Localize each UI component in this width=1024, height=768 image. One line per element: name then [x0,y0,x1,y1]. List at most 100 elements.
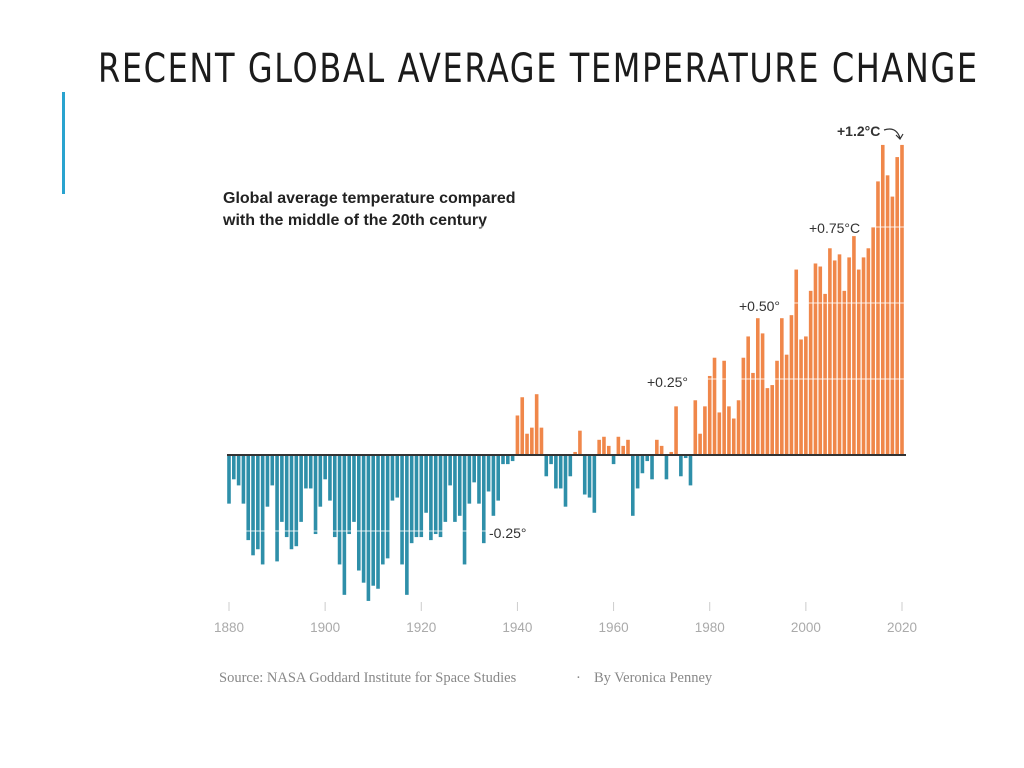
bar-1992 [765,388,770,455]
bar-1904 [342,455,347,595]
byline: By Veronica Penney [594,670,713,686]
bar-2013 [866,248,871,455]
bar-1972 [669,451,674,455]
bar-1939 [510,455,515,462]
bar-1963 [626,439,630,455]
bar-1889 [270,455,275,486]
chart-title-line-2: with the middle of the 20th century [222,212,487,229]
bar-1921 [424,455,428,513]
bar-1912 [381,455,385,565]
bar-1966 [640,455,645,474]
bar-1928 [457,455,462,516]
bar-1955 [587,455,592,498]
bar-2001 [808,290,813,455]
bar-1941 [520,397,525,455]
bar-1937 [501,455,505,465]
bar-1996 [784,354,789,455]
bar-1990 [755,318,760,455]
bar-1962 [621,445,625,455]
source-note: Source: NASA Goddard Institute for Space… [219,670,517,686]
bar-1961 [616,436,621,455]
bar-1959 [606,445,611,455]
bar-2019 [895,157,899,455]
bar-1984 [727,406,731,455]
bar-2010 [852,236,856,455]
bar-1948 [554,455,558,489]
bar-2006 [832,260,837,455]
slide-title: RECENT GLOBAL AVERAGE TEMPERATURE CHANGE [98,46,979,92]
bar-1947 [549,455,553,465]
bar-1985 [731,418,736,455]
bar-1917 [405,455,409,595]
bar-1897 [308,455,313,489]
bar-2000 [804,336,808,455]
bar-1958 [602,436,606,455]
bar-1932 [477,455,481,504]
bar-1991 [760,333,765,455]
bar-1913 [385,455,390,559]
bar-1888 [265,455,270,507]
bar-1968 [650,455,654,480]
bar-1894 [294,455,299,547]
bar-2009 [847,257,851,455]
bar-2004 [823,293,827,455]
annotation-plus-025: +0.25° [647,374,688,390]
bar-1896 [304,455,308,489]
bar-1915 [395,455,400,498]
bar-1919 [414,455,419,538]
bar-1971 [664,455,669,480]
bar-1979 [703,406,707,455]
x-tick-label-2020: 2020 [887,620,917,635]
bar-2003 [818,266,823,455]
bar-1886 [256,455,260,550]
bar-1974 [679,455,683,477]
bar-1883 [241,455,246,504]
bar-1909 [366,455,371,601]
bar-2018 [890,196,895,455]
bar-1983 [722,360,726,455]
bar-1891 [280,455,284,522]
bar-1943 [530,427,534,455]
bar-2016 [880,144,885,456]
x-tick-label-1880: 1880 [214,620,244,635]
bar-1880 [227,455,231,504]
bar-2005 [828,248,832,455]
bar-1901 [328,455,332,501]
bar-1916 [400,455,404,565]
bar-1970 [659,445,664,455]
bar-1978 [698,433,702,455]
annotation-plus-075: +0.75°C [809,220,860,236]
bar-1980 [707,375,712,455]
bar-2020 [900,144,904,456]
bar-1893 [289,455,294,550]
chart-title-line-1: Global average temperature compared [223,190,516,207]
bar-1965 [635,455,640,489]
bar-1969 [655,439,659,455]
bar-1884 [246,455,251,541]
accent-bar [62,92,65,194]
bar-1960 [611,455,616,465]
bar-1925 [443,455,448,522]
bar-1967 [645,455,650,462]
bar-1920 [419,455,424,538]
bar-1950 [563,455,568,507]
bar-1957 [597,439,601,455]
bar-1956 [592,455,597,513]
x-tick-label-1980: 1980 [695,620,725,635]
bar-1954 [582,455,587,495]
bar-1988 [746,336,750,455]
bar-1949 [558,455,563,489]
bar-1975 [683,455,688,459]
bar-1951 [568,455,573,477]
bar-1942 [525,433,529,455]
x-tick-label-2000: 2000 [791,620,821,635]
bar-1892 [284,455,289,538]
bar-1895 [299,455,303,522]
bar-1946 [544,455,549,477]
bar-1926 [448,455,452,486]
bar-1936 [496,455,500,501]
bar-1998 [794,269,799,455]
bar-1881 [232,455,236,480]
bar-1923 [433,455,438,535]
bar-1976 [688,455,693,486]
